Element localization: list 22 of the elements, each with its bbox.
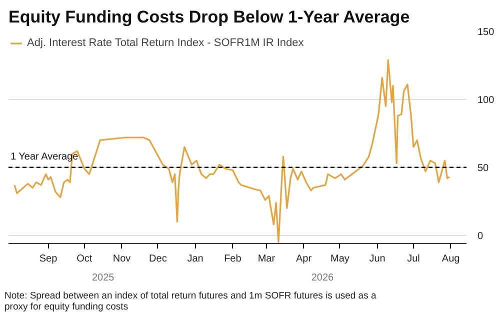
x-tick-label: Oct xyxy=(76,254,92,264)
line-series xyxy=(14,59,450,243)
x-tick-label: Jul xyxy=(407,254,420,264)
y-tick-label: 0 xyxy=(478,230,484,242)
x-tick-label: May xyxy=(330,254,350,264)
chart-title: Equity Funding Costs Drop Below 1-Year Average xyxy=(8,8,410,26)
x-tick-label: Dec xyxy=(149,254,167,264)
y-tick-label: 50 xyxy=(478,162,490,174)
text: 2026 xyxy=(311,272,334,284)
x-tick-label: Nov xyxy=(112,254,131,264)
x-tick-label: Aug xyxy=(442,254,460,264)
x-tick-label: Apr xyxy=(296,254,312,264)
y-tick-label: 100 xyxy=(478,94,495,106)
legend-label: Adj. Interest Rate Total Return Index - SOFR1M IR Index xyxy=(27,37,304,49)
x-tick-label: Jan xyxy=(187,254,204,264)
x-tick-label: Sep xyxy=(39,254,58,264)
y-tick-label: 150 xyxy=(478,27,495,38)
x-tick-label: Feb xyxy=(224,254,242,264)
x-tick-label: Mar xyxy=(258,254,276,264)
text: 2025 xyxy=(92,272,115,284)
text: Note: Spread between an index of total return futures and 1m SOFR futures is used as a proxy for equity funding costs xyxy=(4,290,377,312)
x-tick-label: Jun xyxy=(369,254,386,264)
